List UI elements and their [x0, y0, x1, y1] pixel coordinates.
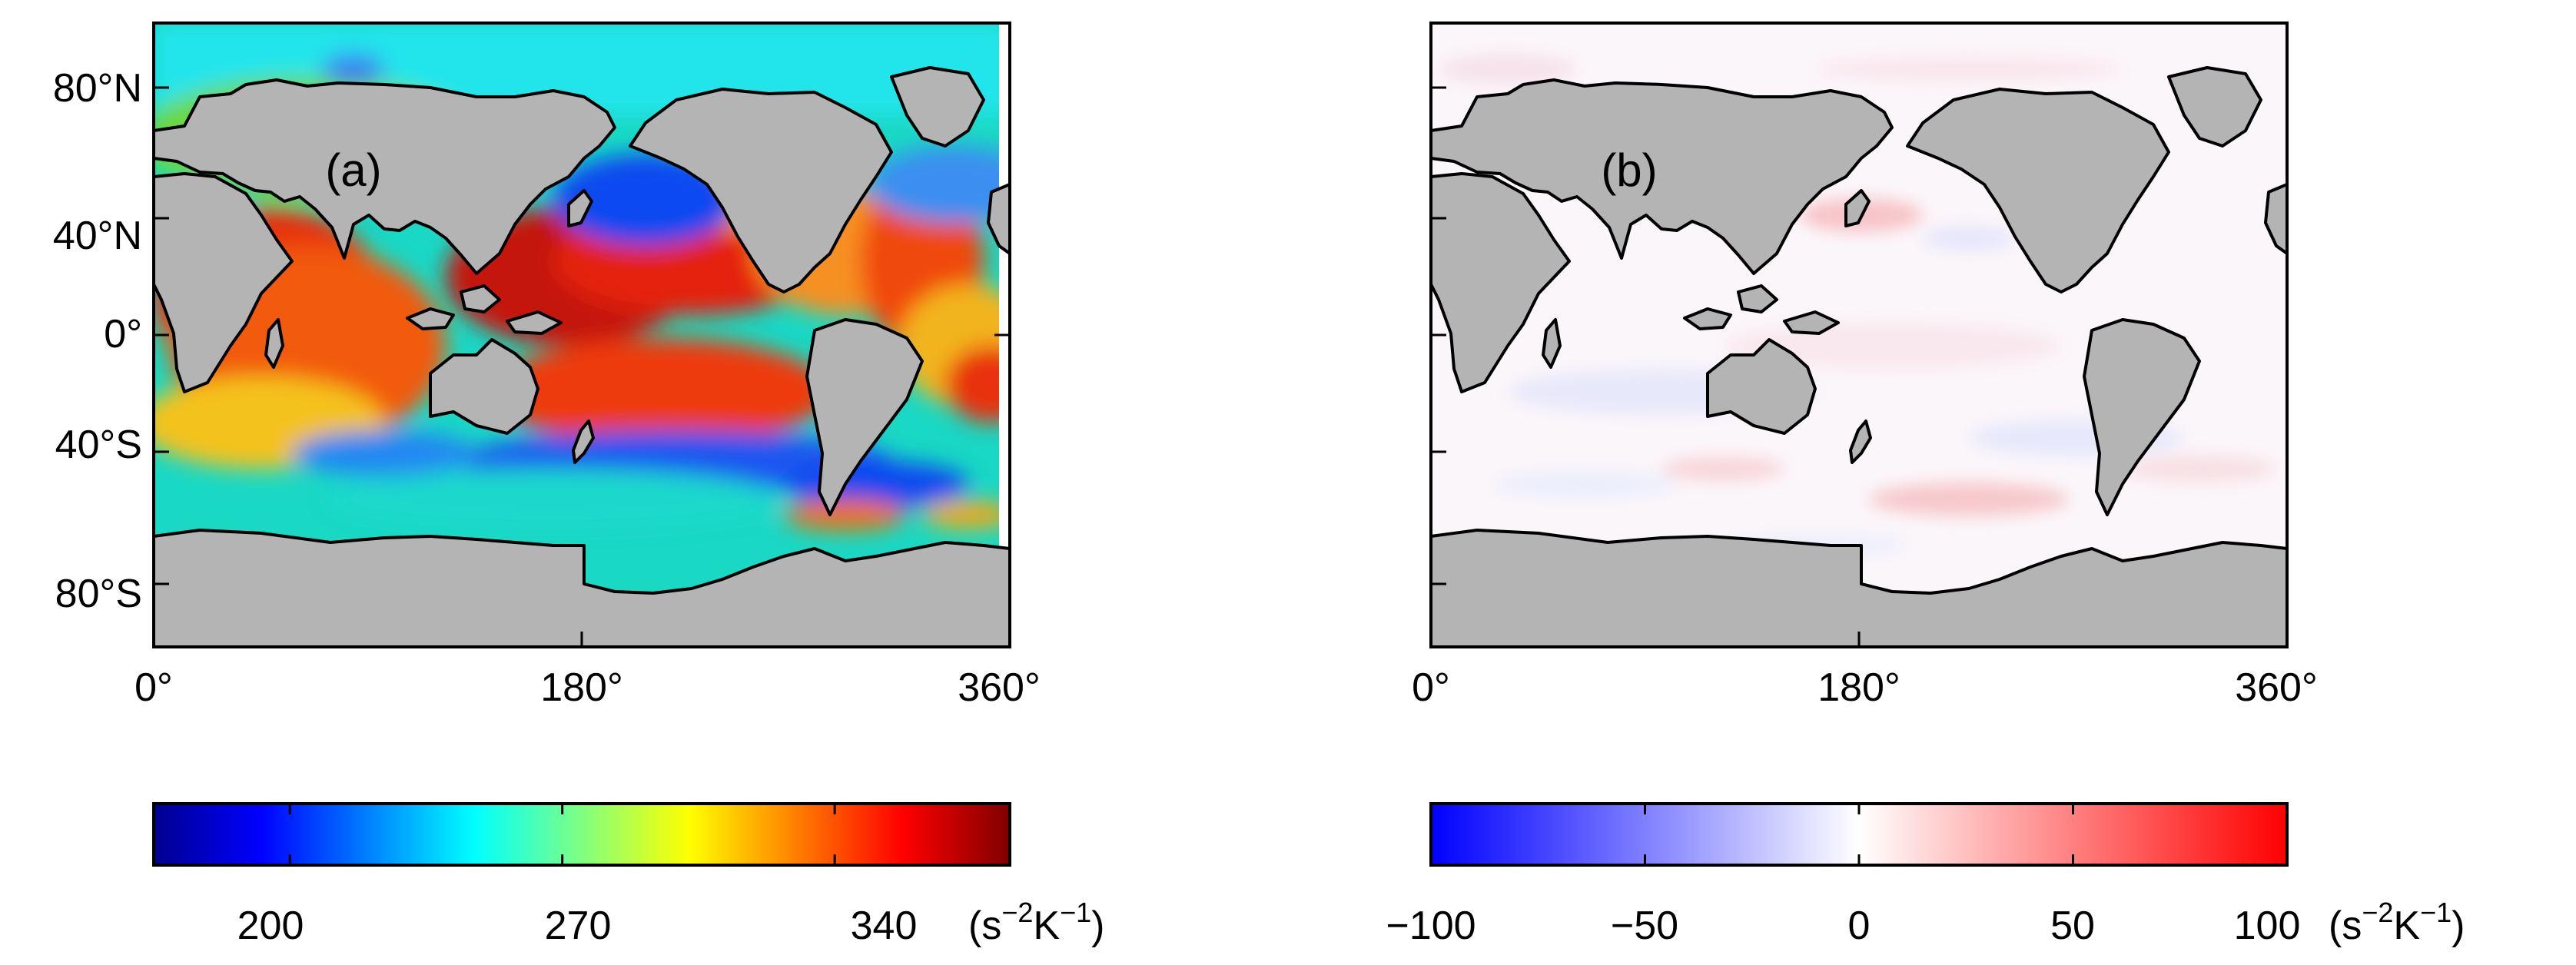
colorbar-b: −100 −50 0 50 100 (s−2K−1): [1386, 802, 2465, 948]
panel-b-xtick-180: 180°: [1817, 665, 1900, 710]
panel-a-xtick-0: 0°: [134, 665, 173, 710]
colorbar-a: 200 270 340 (s−2K−1): [152, 802, 1104, 948]
panel-a-xtick-360: 360°: [958, 665, 1041, 710]
panel-b-map: 0° 180° 360° (b): [1412, 22, 2318, 710]
panel-a-ytick-80n: 80°N: [53, 66, 142, 111]
panel-a-ytick-80s: 80°S: [55, 572, 142, 616]
colorbar-b-tick-50: 50: [2050, 904, 2095, 948]
panel-b-label: (b): [1601, 144, 1657, 196]
colorbar-b-tick-neg50: −50: [1611, 904, 1678, 948]
colorbar-b-tick-100: 100: [2234, 904, 2301, 948]
colorbar-a-unit: (s−2K−1): [968, 897, 1104, 948]
panel-a-ytick-40n: 40°N: [53, 214, 142, 258]
panel-a-label: (a): [325, 144, 381, 196]
colorbar-b-tick-0: 0: [1848, 904, 1871, 948]
colorbar-a-tick-270: 270: [545, 904, 612, 948]
colorbar-a-tick-200: 200: [237, 904, 304, 948]
colorbar-a-tick-340: 340: [851, 904, 918, 948]
panel-a-map: 80°N 40°N 0° 40°S 80°S 0° 180° 360° (a): [53, 22, 1041, 710]
colorbar-a-gradient: [152, 802, 1011, 867]
panel-b-xtick-360: 360°: [2235, 665, 2318, 710]
panel-a-ytick-0: 0°: [104, 312, 142, 356]
colorbar-b-unit: (s−2K−1): [2329, 897, 2465, 948]
colorbar-b-tick-neg100: −100: [1386, 904, 1476, 948]
panel-b-xtick-0: 0°: [1412, 665, 1450, 710]
panel-a-ytick-40s: 40°S: [55, 423, 142, 467]
panel-a-xtick-180: 180°: [540, 665, 623, 710]
